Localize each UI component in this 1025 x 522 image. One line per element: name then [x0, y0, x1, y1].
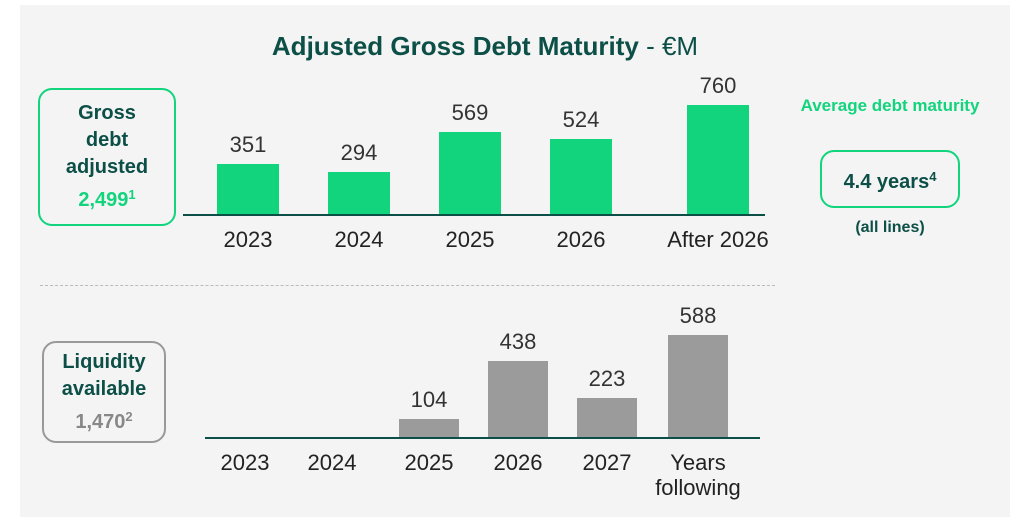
value-label: 588	[679, 303, 717, 328]
x-tick-label: 2026	[556, 227, 606, 252]
gross-debt-value: 2,499	[78, 189, 129, 211]
bar	[217, 163, 279, 214]
x-tick-label: After 2026	[667, 227, 769, 252]
bar	[439, 132, 501, 214]
value-label: 438	[499, 329, 537, 355]
x-tick-label: 2027	[582, 450, 632, 475]
footnote: 2	[125, 408, 133, 424]
maturity-label: Average debt maturity	[800, 96, 980, 115]
slide: Adjusted Gross Debt Maturity - €M Gross …	[20, 5, 1010, 517]
x-tick-label: 2026	[493, 450, 543, 475]
bar	[687, 105, 749, 214]
liquidity-value: 1,470	[75, 410, 126, 433]
x-tick-label: 2024	[334, 227, 384, 252]
baseline	[183, 214, 765, 216]
footnote: 1	[128, 187, 136, 202]
bar	[488, 361, 548, 437]
value-label: 223	[588, 366, 626, 392]
footnote: 4	[929, 168, 937, 184]
x-tick-label: Years following	[655, 450, 741, 500]
value-label: 294	[340, 139, 378, 165]
maturity-box: 4.4 years4	[820, 150, 960, 208]
bar	[577, 398, 637, 437]
title-unit: - €M	[646, 31, 699, 61]
separator	[40, 285, 775, 286]
value-label: 524	[562, 106, 600, 132]
bar	[328, 171, 390, 214]
value-label: 760	[699, 73, 737, 98]
liquidity-label: Liquidity available	[61, 350, 147, 400]
x-tick-label: 2023	[223, 227, 273, 252]
x-tick-label: 2023	[220, 450, 270, 475]
maturity-caption: (all lines)	[855, 219, 925, 236]
bar	[399, 418, 459, 437]
bar	[550, 138, 612, 214]
x-tick-label: 2025	[404, 450, 454, 475]
baseline	[205, 437, 760, 439]
gross-debt-box: Gross debt adjusted 2,4991	[38, 88, 176, 226]
x-tick-label: 2025	[445, 227, 495, 252]
maturity-value: 4.4 years	[843, 170, 930, 193]
title: Adjusted Gross Debt Maturity - €M	[271, 31, 699, 61]
liquidity-box: Liquidity available 1,4702	[42, 341, 166, 443]
gross-debt-label: Gross debt adjusted	[65, 102, 149, 178]
value-label: 351	[229, 131, 267, 157]
x-tick-label: 2024	[307, 450, 357, 475]
value-label: 104	[410, 386, 448, 412]
value-label: 569	[451, 100, 489, 126]
bar	[668, 335, 728, 437]
